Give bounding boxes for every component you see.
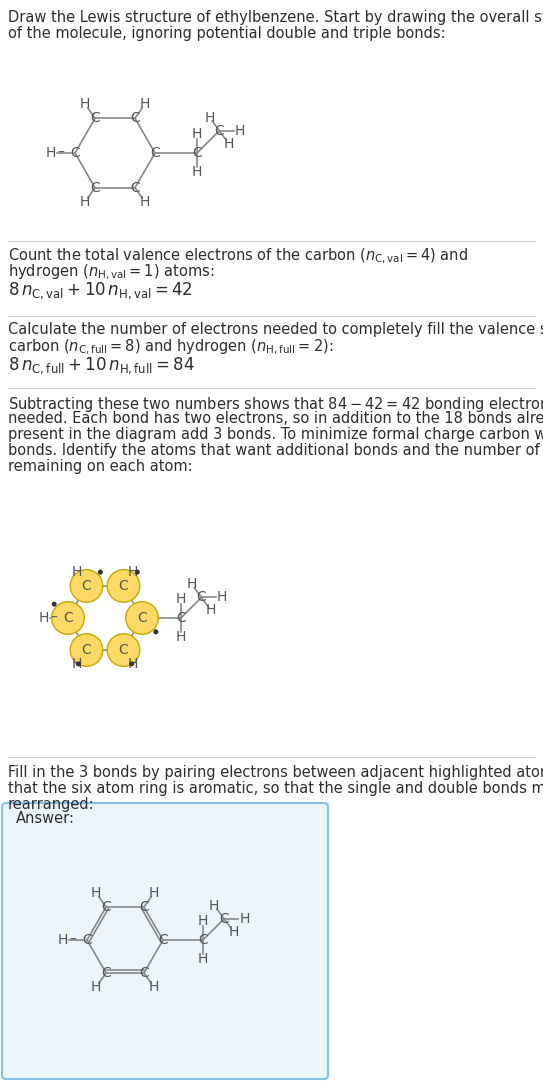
Text: H: H [239,912,250,926]
Text: H: H [91,980,102,994]
Text: C: C [70,146,80,160]
Text: H: H [192,127,202,141]
Text: Count the total valence electrons of the carbon ($n_{\mathrm{C,val}}=4$) and: Count the total valence electrons of the… [8,247,468,266]
Text: H: H [46,146,56,160]
Text: H: H [192,166,202,180]
Text: C: C [214,123,224,137]
Text: C: C [101,900,111,914]
Text: C: C [158,933,168,947]
Circle shape [52,603,56,606]
Text: C: C [150,146,160,160]
Text: H: H [149,886,159,900]
Circle shape [70,634,103,667]
Text: C: C [137,611,147,625]
Text: C: C [219,912,229,926]
Text: $8\,n_{\mathrm{C,full}}+10\,n_{\mathrm{H,full}}=84$: $8\,n_{\mathrm{C,full}}+10\,n_{\mathrm{H… [8,355,195,375]
Circle shape [98,570,102,573]
Circle shape [126,602,158,634]
Text: C: C [81,643,91,657]
Text: H: H [229,925,239,939]
Text: Draw the Lewis structure of ethylbenzene. Start by drawing the overall structure: Draw the Lewis structure of ethylbenzene… [8,10,543,25]
Text: H: H [198,913,208,927]
Text: H: H [128,658,138,671]
Text: C: C [101,966,111,980]
Text: –: – [70,933,76,947]
Text: present in the diagram add 3 bonds. To minimize formal charge carbon wants 4: present in the diagram add 3 bonds. To m… [8,427,543,443]
Text: H: H [217,591,228,605]
FancyBboxPatch shape [2,803,328,1079]
Text: Fill in the 3 bonds by pairing electrons between adjacent highlighted atoms. Not: Fill in the 3 bonds by pairing electrons… [8,765,543,780]
Text: of the molecule, ignoring potential double and triple bonds:: of the molecule, ignoring potential doub… [8,26,446,41]
Text: C: C [90,181,100,195]
Text: remaining on each atom:: remaining on each atom: [8,459,193,474]
Text: C: C [197,591,206,605]
Text: H: H [149,980,159,994]
Text: H: H [91,886,102,900]
Text: Answer:: Answer: [16,812,75,826]
Text: H: H [209,899,219,913]
Text: H: H [58,933,68,947]
Text: H: H [72,658,82,671]
Circle shape [154,630,157,634]
Text: H: H [176,631,186,644]
Text: rearranged:: rearranged: [8,797,94,812]
Circle shape [70,570,103,603]
Text: H: H [176,592,186,606]
Text: H: H [140,97,150,111]
Text: hydrogen ($n_{\mathrm{H,val}}=1$) atoms:: hydrogen ($n_{\mathrm{H,val}}=1$) atoms: [8,263,214,282]
Text: –: – [57,146,64,160]
Text: C: C [139,966,149,980]
Circle shape [107,634,140,667]
Text: carbon ($n_{\mathrm{C,full}}=8$) and hydrogen ($n_{\mathrm{H,full}}=2$):: carbon ($n_{\mathrm{C,full}}=8$) and hyd… [8,338,333,357]
Text: H: H [235,123,245,137]
Text: $8\,n_{\mathrm{C,val}}+10\,n_{\mathrm{H,val}}=42$: $8\,n_{\mathrm{C,val}}+10\,n_{\mathrm{H,… [8,280,193,301]
Text: needed. Each bond has two electrons, so in addition to the 18 bonds already: needed. Each bond has two electrons, so … [8,411,543,426]
Text: H: H [80,195,91,209]
Text: H: H [39,611,49,625]
Text: C: C [130,181,140,195]
Text: H: H [128,565,138,579]
Text: C: C [176,611,186,625]
Text: H: H [140,195,150,209]
Text: H: H [198,952,208,966]
Text: C: C [90,111,100,126]
Text: H: H [206,604,217,618]
Text: H: H [204,110,214,124]
Text: Subtracting these two numbers shows that $84-42=42$ bonding electrons are: Subtracting these two numbers shows that… [8,395,543,414]
Text: C: C [130,111,140,126]
Text: that the six atom ring is aromatic, so that the single and double bonds may be: that the six atom ring is aromatic, so t… [8,781,543,796]
Circle shape [107,570,140,603]
Circle shape [136,570,139,573]
Text: C: C [198,933,208,947]
Circle shape [52,602,84,634]
Text: –: – [50,611,57,625]
Circle shape [77,662,80,665]
Text: C: C [118,643,128,657]
Text: H: H [186,578,197,592]
Text: H: H [80,97,91,111]
Text: C: C [82,933,92,947]
Text: bonds. Identify the atoms that want additional bonds and the number of electrons: bonds. Identify the atoms that want addi… [8,443,543,458]
Text: Calculate the number of electrons needed to completely fill the valence shells f: Calculate the number of electrons needed… [8,322,543,337]
Text: C: C [139,900,149,914]
Circle shape [130,662,134,665]
Text: H: H [72,565,82,579]
Text: C: C [81,579,91,593]
Text: H: H [224,136,234,150]
Text: C: C [192,146,202,160]
Text: C: C [63,611,73,625]
Text: C: C [118,579,128,593]
